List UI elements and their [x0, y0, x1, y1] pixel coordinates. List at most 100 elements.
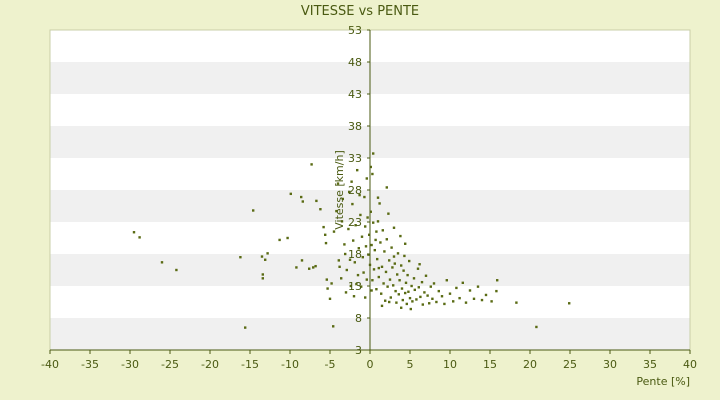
data-point: [401, 298, 404, 302]
data-point: [380, 304, 384, 308]
y-tick-label: 13: [348, 280, 362, 293]
data-point: [416, 267, 420, 270]
data-point: [343, 243, 346, 246]
data-point: [388, 259, 391, 262]
data-point: [419, 295, 422, 299]
data-point: [353, 261, 356, 264]
y-tick-label: 33: [348, 152, 362, 165]
data-point: [392, 284, 395, 287]
x-tick-label: -40: [41, 358, 59, 371]
data-point: [264, 258, 267, 261]
data-point: [370, 289, 373, 292]
y-axis-label: Vitesse [km/h]: [333, 150, 346, 230]
data-point: [322, 225, 325, 229]
data-point: [374, 238, 377, 242]
data-point: [400, 306, 403, 309]
data-point: [132, 231, 136, 234]
data-point: [472, 297, 476, 300]
data-point: [452, 300, 455, 303]
data-point: [356, 273, 360, 277]
x-tick-label: -5: [325, 358, 336, 371]
data-point: [376, 257, 379, 261]
data-point: [372, 152, 375, 155]
data-point: [328, 297, 332, 300]
data-point: [324, 241, 328, 245]
data-point: [445, 279, 448, 282]
data-point: [324, 233, 327, 236]
x-tick-label: 10: [443, 358, 457, 371]
data-point: [421, 303, 424, 306]
data-point: [369, 210, 372, 213]
data-point: [362, 271, 365, 274]
data-point: [239, 256, 242, 259]
data-point: [350, 180, 353, 183]
data-point: [337, 259, 340, 262]
data-point: [375, 230, 378, 233]
data-point: [390, 246, 393, 249]
data-point: [365, 177, 368, 180]
data-point: [252, 209, 255, 212]
y-tick-label: 48: [348, 56, 362, 69]
data-point: [396, 273, 399, 276]
data-point: [568, 302, 571, 305]
data-point: [138, 236, 141, 239]
data-point: [377, 275, 380, 279]
data-point: [418, 263, 421, 266]
data-point: [301, 200, 304, 203]
data-point: [312, 266, 315, 269]
data-point: [382, 282, 385, 285]
data-point: [289, 192, 292, 196]
data-point: [310, 163, 313, 166]
data-point: [340, 277, 343, 280]
data-point: [372, 221, 375, 224]
data-point: [417, 286, 420, 289]
data-point: [388, 300, 391, 304]
data-point: [367, 253, 370, 256]
data-point: [319, 208, 322, 211]
data-point: [464, 301, 468, 304]
data-point: [389, 296, 392, 299]
data-point: [348, 258, 352, 261]
x-axis-label: Pente [%]: [636, 375, 690, 388]
data-point: [384, 299, 387, 302]
data-point: [359, 213, 362, 217]
data-point: [361, 256, 364, 259]
data-point: [286, 236, 289, 240]
data-point: [344, 291, 348, 294]
data-point: [413, 288, 416, 292]
x-tick-label: 40: [683, 358, 697, 371]
data-point: [404, 281, 408, 284]
data-point: [385, 186, 388, 189]
x-tick-label: -10: [281, 358, 299, 371]
chart-title: VITESSE vs PENTE: [301, 4, 419, 19]
data-point: [393, 262, 396, 265]
x-tick-label: 20: [523, 358, 537, 371]
data-point: [458, 296, 461, 300]
x-tick-label: -35: [81, 358, 99, 371]
data-point: [261, 273, 264, 276]
data-point: [370, 243, 373, 247]
x-tick-label: -20: [201, 358, 219, 371]
data-point: [424, 274, 428, 277]
data-point: [396, 252, 400, 255]
data-point: [369, 165, 372, 169]
data-point: [397, 293, 400, 296]
y-tick-label: 23: [348, 216, 362, 229]
data-point: [404, 242, 407, 245]
data-points: [132, 152, 571, 329]
data-point: [432, 282, 436, 285]
data-point: [484, 293, 488, 297]
y-tick-label: 38: [348, 120, 362, 133]
data-point: [496, 279, 499, 282]
data-point: [405, 302, 408, 306]
data-point: [351, 202, 354, 206]
y-tick-label: 18: [348, 248, 362, 261]
data-point: [260, 255, 264, 258]
data-point: [377, 266, 380, 270]
data-point: [443, 302, 446, 306]
y-tick-label: 43: [348, 88, 362, 101]
data-point: [373, 248, 376, 252]
data-point: [435, 300, 438, 304]
